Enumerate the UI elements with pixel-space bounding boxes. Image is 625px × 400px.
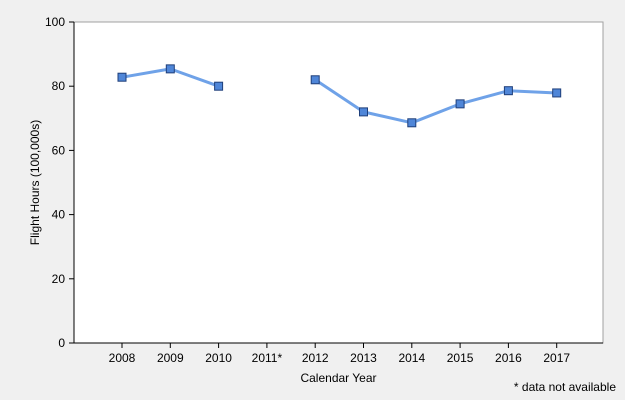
- y-tick-label: 100: [45, 15, 65, 29]
- data-point-marker: [503, 86, 513, 96]
- data-point-marker: [214, 81, 224, 91]
- y-tick-label: 60: [52, 143, 66, 157]
- y-tick-label: 80: [52, 79, 66, 93]
- y-tick-label: 20: [52, 272, 66, 286]
- footnote: * data not available: [514, 380, 616, 394]
- x-tick-label: 2016: [495, 351, 522, 365]
- plot-area: [73, 21, 604, 344]
- y-axis-ticks: 0 20 40 60 80 100: [45, 15, 74, 350]
- x-tick-label: 2010: [205, 351, 232, 365]
- series-line-segment: [313, 78, 559, 125]
- series-markers: [117, 64, 562, 128]
- y-axis-title: Flight Hours (100,000s): [28, 120, 42, 245]
- y-tick-label: 0: [58, 336, 65, 350]
- x-tick-label: 2014: [398, 351, 425, 365]
- y-tick-label: 40: [52, 208, 66, 222]
- x-axis-title: Calendar Year: [300, 371, 376, 385]
- data-point-marker: [117, 72, 127, 82]
- x-tick-label: 2013: [350, 351, 377, 365]
- data-point-marker: [455, 99, 465, 109]
- data-point-marker: [310, 75, 320, 85]
- data-point-marker: [407, 118, 417, 128]
- x-tick-label: 2015: [447, 351, 474, 365]
- data-point-marker: [359, 107, 368, 117]
- x-tick-label: 2017: [543, 351, 570, 365]
- data-point-marker: [552, 88, 562, 98]
- x-tick-label: 2012: [302, 351, 329, 365]
- x-tick-label: 2009: [157, 351, 184, 365]
- data-point-marker: [165, 64, 175, 74]
- x-axis-ticks: 2008 2009 2010 2011* 2012 2013 2014 2015 2016 201…: [109, 343, 570, 365]
- x-tick-label: 2011*: [252, 351, 283, 365]
- x-tick-label: 2008: [109, 351, 136, 365]
